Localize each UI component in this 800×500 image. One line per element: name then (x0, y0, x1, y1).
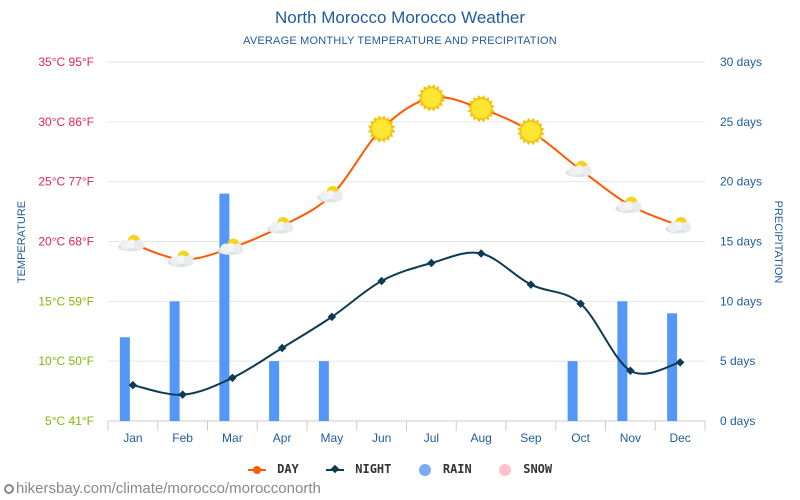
night-point (526, 280, 536, 289)
temp-tick-label: 35°C 95°F (38, 55, 94, 69)
night-point (277, 343, 287, 353)
partly-cloudy-icon (217, 238, 244, 255)
location-pin-icon (4, 484, 14, 494)
x-tick-label: Jul (424, 431, 439, 445)
night-point (128, 380, 138, 390)
x-tick-label: Mar (222, 431, 243, 445)
chart-title: North Morocco Morocco Weather (274, 8, 526, 27)
precip-tick-label: 30 days (720, 55, 762, 69)
temp-tick-label: 10°C 50°F (38, 354, 94, 368)
temp-tick-label: 30°C 86°F (38, 115, 94, 129)
partly-cloudy-icon (665, 216, 692, 234)
legend-snow[interactable]: SNOW (498, 462, 553, 476)
legend-day[interactable]: DAY (247, 462, 299, 476)
temp-tick-label: 15°C 59°F (38, 294, 94, 308)
night-point (228, 373, 237, 383)
x-tick-label: Feb (172, 431, 193, 445)
sun-icon (517, 117, 545, 146)
source-link-text: hikersbay.com/climate/morocco/morocconor… (16, 480, 321, 497)
x-tick-label: Jun (372, 431, 391, 445)
partly-cloudy-icon (316, 185, 343, 203)
legend-day-marker (247, 465, 266, 474)
temp-tick-label: 20°C 68°F (38, 235, 94, 249)
legend-night-marker (326, 464, 345, 473)
rain-bar (318, 361, 329, 421)
x-tick-label: Sep (520, 431, 542, 445)
night-temperature-line (132, 251, 681, 396)
legend-rain-label: RAIN (442, 462, 472, 476)
night-point (626, 366, 635, 375)
night-point (377, 276, 386, 286)
rain-bar (567, 361, 578, 421)
x-tick-label: Apr (273, 431, 292, 445)
partly-cloudy-icon (565, 160, 592, 178)
night-point (427, 258, 436, 268)
night-point (675, 358, 685, 367)
precip-tick-label: 20 days (720, 175, 762, 189)
sun-icon (467, 94, 495, 123)
x-tick-label: May (321, 431, 344, 445)
partly-cloudy-icon (167, 250, 194, 267)
rain-bar (269, 361, 280, 421)
rain-bar (667, 313, 678, 421)
chart-subtitle: AVERAGE MONTHLY TEMPERATURE AND PRECIPIT… (243, 35, 557, 47)
legend-snow-label: SNOW (523, 462, 553, 476)
y-axis-title-left: TEMPERATURE (16, 201, 28, 283)
legend-night[interactable]: NIGHT (326, 462, 391, 476)
x-tick-label: Aug (470, 431, 491, 445)
night-point (327, 312, 337, 322)
x-tick-label: Nov (620, 431, 641, 445)
source-link[interactable]: hikersbay.com/climate/morocco/morocconor… (4, 480, 321, 497)
precip-tick-label: 5 days (720, 354, 755, 368)
legend-night-label: NIGHT (355, 462, 392, 476)
rain-bar (119, 337, 130, 421)
legend-snow-marker (498, 463, 511, 476)
sun-icon (367, 115, 396, 143)
y-axis-title-right: PRECIPITATION (772, 201, 784, 284)
night-point (576, 299, 585, 308)
sun-icon (417, 84, 446, 112)
legend-rain[interactable]: RAIN (418, 462, 472, 476)
rain-bar (169, 301, 180, 421)
partly-cloudy-icon (117, 234, 144, 252)
legend-rain-marker (418, 463, 431, 476)
precip-tick-label: 0 days (720, 414, 755, 428)
precip-tick-label: 25 days (720, 115, 762, 129)
precip-tick-label: 10 days (720, 294, 762, 308)
partly-cloudy-icon (267, 216, 294, 234)
night-point (476, 249, 486, 258)
x-tick-label: Jan (123, 431, 142, 445)
rain-bar (219, 193, 230, 421)
partly-cloudy-icon (615, 196, 642, 214)
rain-bar (617, 301, 628, 421)
temp-tick-label: 25°C 77°F (38, 175, 94, 189)
night-point (178, 390, 187, 399)
precip-tick-label: 15 days (720, 235, 762, 249)
temp-tick-label: 5°C 41°F (45, 414, 94, 428)
chart-legend: DAY NIGHT RAIN SNOW (0, 462, 800, 476)
x-tick-label: Dec (669, 431, 690, 445)
legend-day-label: DAY (277, 462, 299, 476)
x-tick-label: Oct (571, 431, 590, 445)
